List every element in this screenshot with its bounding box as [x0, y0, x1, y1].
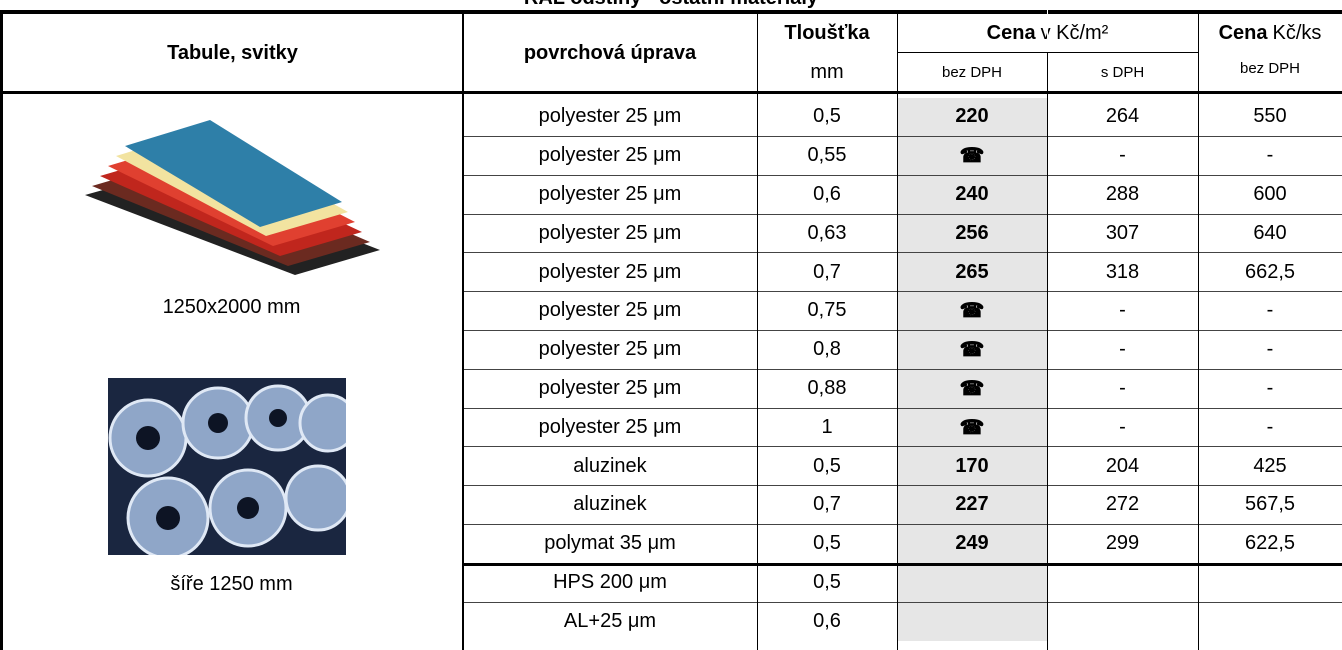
table-cell: ☎: [897, 292, 1047, 331]
table-cell: AL+25 μm: [463, 602, 757, 641]
coils-image: [108, 378, 346, 555]
table-cell: 204: [1047, 447, 1198, 486]
header-cell: povrchová úprava: [463, 14, 757, 92]
table-cell: aluzinek: [463, 447, 757, 486]
header-label: Cena: [987, 22, 1036, 45]
table-cell: 550: [1198, 98, 1342, 137]
table-cell: polyester 25 μm: [463, 292, 757, 331]
header-label: Cena: [1219, 22, 1268, 45]
table-cell: polyester 25 μm: [463, 214, 757, 253]
table-cell: 640: [1198, 214, 1342, 253]
header-cell: Tloušťka: [757, 14, 897, 52]
table-cell: 0,75: [757, 292, 897, 331]
table-cell: 227: [897, 486, 1047, 525]
table-cell: 0,6: [757, 175, 897, 214]
table-cell: -: [1047, 330, 1198, 369]
table-cell: 0,5: [757, 524, 897, 563]
header-unit: v Kč/m²: [1041, 22, 1109, 45]
table-cell: 600: [1198, 175, 1342, 214]
table-cell: 0,63: [757, 214, 897, 253]
table-cell: polyester 25 μm: [463, 175, 757, 214]
table-cell: 0,5: [757, 447, 897, 486]
table-cell: 662,5: [1198, 253, 1342, 292]
table-cell: 567,5: [1198, 486, 1342, 525]
rule: [0, 10, 1342, 14]
header-unit: mm: [757, 52, 897, 92]
table-cell: 307: [1047, 214, 1198, 253]
header-unit: Kč/ks: [1273, 22, 1322, 45]
table-cell: -: [1198, 408, 1342, 447]
table-cell: -: [1198, 292, 1342, 331]
table-cell: ☎: [897, 136, 1047, 175]
rule: [462, 10, 464, 650]
rule: [757, 10, 758, 650]
table-cell: 299: [1047, 524, 1198, 563]
rule: [1198, 10, 1199, 650]
image-caption: šíře 1250 mm: [0, 565, 463, 603]
table-cell: -: [1047, 408, 1198, 447]
table-cell: -: [1198, 369, 1342, 408]
table-cell: 170: [897, 447, 1047, 486]
table-cell: 220: [897, 98, 1047, 137]
table-cell: ☎: [897, 408, 1047, 447]
table-cell: 265: [897, 253, 1047, 292]
table-cell: polyester 25 μm: [463, 330, 757, 369]
rule: [897, 10, 898, 650]
table-cell: 264: [1047, 98, 1198, 137]
sheets-image: [80, 100, 390, 275]
table-cell: polyester 25 μm: [463, 369, 757, 408]
table-cell: polyester 25 μm: [463, 408, 757, 447]
title: RAL odstíny - ostatní materiály: [0, 0, 1342, 10]
table-cell: 1: [757, 408, 897, 447]
table-cell: 256: [897, 214, 1047, 253]
table-cell: 240: [897, 175, 1047, 214]
table-cell: 622,5: [1198, 524, 1342, 563]
rule: [1047, 14, 1048, 52]
rule: [0, 10, 3, 650]
table-cell: 288: [1047, 175, 1198, 214]
table-cell: 0,5: [757, 563, 897, 602]
table-cell: 249: [897, 524, 1047, 563]
table-cell: 0,88: [757, 369, 897, 408]
table-cell: 0,8: [757, 330, 897, 369]
table-cell: -: [1198, 136, 1342, 175]
table-cell: 425: [1198, 447, 1342, 486]
header-sub: bez DPH: [897, 52, 1047, 92]
table-cell: -: [1047, 136, 1198, 175]
header-cell: Tabule, svitky: [2, 14, 463, 92]
table-cell: -: [1047, 369, 1198, 408]
table-cell: aluzinek: [463, 486, 757, 525]
table-cell: polymat 35 μm: [463, 524, 757, 563]
image-caption: 1250x2000 mm: [0, 288, 463, 326]
header-sub: s DPH: [1047, 52, 1198, 92]
header-sub: bez DPH: [1198, 52, 1342, 84]
price-bg: [897, 563, 1047, 602]
table-cell: polyester 25 μm: [463, 98, 757, 137]
table-cell: 0,55: [757, 136, 897, 175]
table-cell: -: [1198, 330, 1342, 369]
table-cell: HPS 200 μm: [463, 563, 757, 602]
table-cell: ☎: [897, 369, 1047, 408]
table-cell: 0,7: [757, 253, 897, 292]
table-cell: 0,7: [757, 486, 897, 525]
table-cell: -: [1047, 292, 1198, 331]
price-bg: [897, 602, 1047, 641]
table-cell: 0,6: [757, 602, 897, 641]
table-cell: 0,5: [757, 98, 897, 137]
table-cell: ☎: [897, 330, 1047, 369]
table-cell: 318: [1047, 253, 1198, 292]
page: RAL odstíny - ostatní materiály 1250x200…: [0, 0, 1342, 638]
rule: [1047, 10, 1048, 650]
table-cell: 272: [1047, 486, 1198, 525]
rule: [0, 91, 1342, 94]
table-cell: polyester 25 μm: [463, 253, 757, 292]
table-cell: polyester 25 μm: [463, 136, 757, 175]
